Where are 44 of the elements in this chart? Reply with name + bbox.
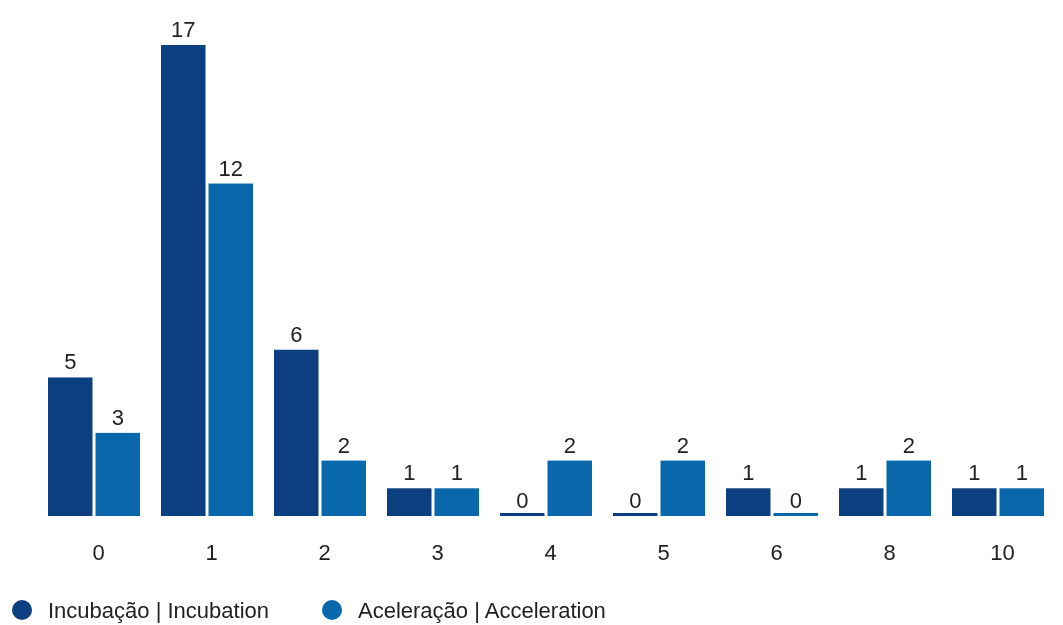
bar — [434, 488, 479, 516]
bar — [660, 460, 705, 516]
x-tick-label: 8 — [883, 540, 896, 565]
x-tick-label: 3 — [431, 540, 444, 565]
x-tick-label: 2 — [318, 540, 331, 565]
bar — [387, 488, 432, 516]
bar — [274, 349, 319, 516]
legend-label: Incubação | Incubation — [48, 598, 269, 623]
data-label: 1 — [403, 460, 416, 486]
data-label: 2 — [676, 432, 689, 458]
data-label: 1 — [968, 460, 981, 486]
data-label: 1 — [1015, 460, 1028, 486]
bar — [208, 183, 253, 516]
bar — [999, 488, 1044, 516]
data-label: 5 — [64, 349, 77, 375]
data-label: 12 — [218, 155, 243, 181]
data-label: 3 — [111, 404, 124, 430]
data-label: 2 — [902, 432, 915, 458]
x-tick-label: 0 — [92, 540, 105, 565]
data-label: 2 — [563, 432, 576, 458]
data-label: 0 — [516, 488, 529, 513]
data-label: 0 — [789, 488, 802, 513]
data-label: 17 — [171, 17, 196, 42]
x-tick-label: 5 — [657, 540, 670, 565]
bar — [161, 45, 206, 516]
bar — [547, 460, 592, 516]
data-label: 0 — [629, 488, 642, 513]
bar — [839, 488, 884, 516]
bar — [726, 488, 771, 516]
bar — [48, 377, 93, 516]
data-label: 1 — [855, 460, 868, 486]
bar — [95, 432, 140, 516]
data-label: 1 — [450, 460, 463, 486]
x-tick-label: 4 — [544, 540, 557, 565]
bar — [321, 460, 366, 516]
legend-label: Aceleração | Acceleration — [358, 598, 606, 623]
x-tick-label: 10 — [990, 540, 1015, 565]
bar — [886, 460, 931, 516]
x-tick-label: 1 — [205, 540, 218, 565]
x-tick-label: 6 — [770, 540, 783, 565]
data-label: 2 — [337, 432, 350, 458]
bar — [952, 488, 997, 516]
data-label: 1 — [742, 460, 755, 486]
data-label: 6 — [290, 321, 303, 347]
